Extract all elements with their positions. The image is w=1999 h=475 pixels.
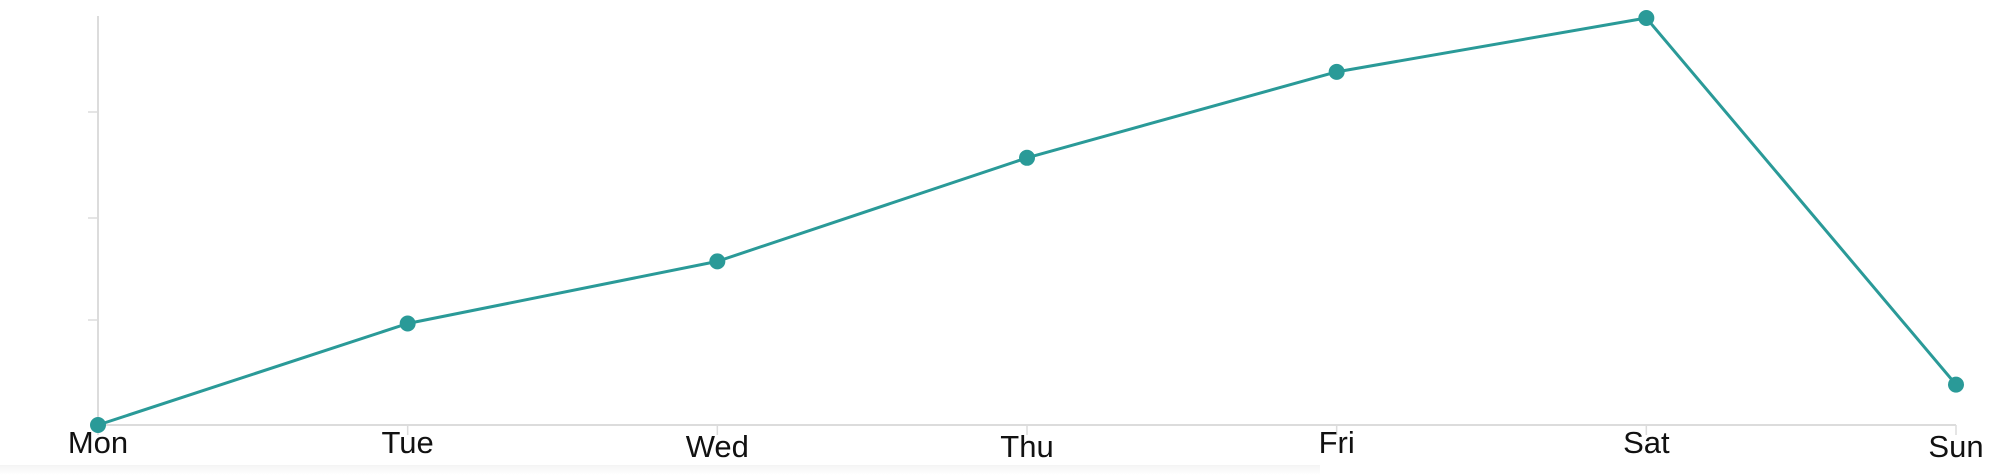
x-tick-label: Fri [1319,425,1355,460]
data-point [90,417,106,433]
data-point [1019,149,1035,166]
x-tick-label: Thu [1000,429,1053,464]
x-axis: Mon Tue Wed Thu Fri Sat Sun [68,424,1984,464]
series-line [96,16,1958,427]
x-tick-label: Tue [382,425,434,460]
data-point [1638,10,1655,26]
x-tick-label: Sat [1623,425,1670,460]
data-point [399,315,416,332]
data-point [709,253,726,270]
y-axis [88,16,99,425]
data-point [1948,376,1964,393]
bottom-fade [0,465,1320,475]
x-tick-label: Wed [686,429,749,464]
series-group [96,16,1958,427]
data-point [1328,63,1345,80]
x-tick-label: Sun [1928,429,1983,464]
points-group [90,10,1964,433]
